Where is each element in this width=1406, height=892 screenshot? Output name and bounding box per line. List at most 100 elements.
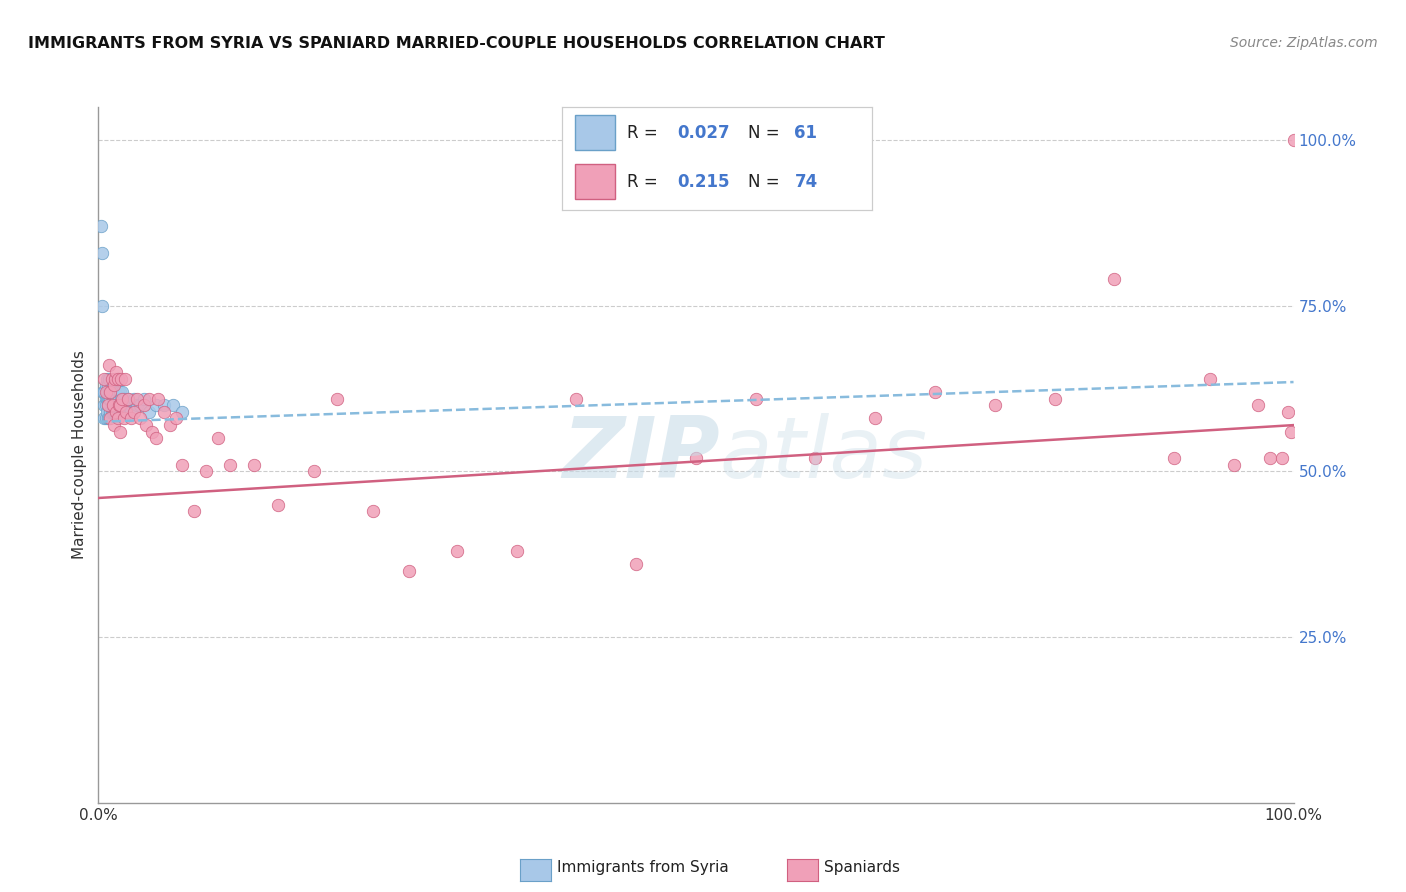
Point	[103, 392, 125, 406]
Point	[110, 372, 132, 386]
Point	[172, 405, 194, 419]
Point	[195, 465, 218, 479]
Point	[105, 392, 128, 406]
Point	[363, 504, 385, 518]
Text: 74: 74	[794, 173, 818, 191]
Point	[107, 405, 129, 419]
Point	[98, 359, 121, 373]
Text: Source: ZipAtlas.com: Source: ZipAtlas.com	[1230, 36, 1378, 50]
Point	[98, 411, 122, 425]
Point	[93, 384, 115, 399]
Point	[107, 384, 129, 399]
Point	[107, 392, 129, 406]
Point	[172, 458, 194, 472]
Point	[326, 392, 349, 406]
Point	[162, 398, 184, 412]
Y-axis label: Married-couple Households: Married-couple Households	[72, 351, 87, 559]
Point	[132, 392, 155, 406]
Point	[101, 405, 124, 419]
Point	[98, 405, 122, 419]
Point	[97, 392, 120, 406]
Point	[1271, 451, 1294, 466]
Text: atlas: atlas	[720, 413, 928, 497]
Text: 61: 61	[794, 124, 817, 142]
Point	[94, 411, 117, 425]
Point	[96, 372, 118, 386]
Point	[165, 411, 187, 425]
Point	[1247, 398, 1270, 412]
Point	[111, 392, 134, 406]
Point	[103, 418, 125, 433]
Point	[110, 392, 132, 406]
Point	[207, 431, 229, 445]
Point	[90, 219, 112, 234]
Point	[302, 465, 325, 479]
Point	[97, 378, 120, 392]
Text: N =: N =	[748, 124, 785, 142]
Point	[1104, 272, 1126, 286]
Point	[94, 392, 117, 406]
Point	[267, 498, 290, 512]
Point	[98, 372, 121, 386]
Point	[117, 392, 139, 406]
Point	[153, 398, 176, 412]
Text: R =: R =	[627, 124, 664, 142]
FancyBboxPatch shape	[575, 115, 614, 150]
Point	[94, 384, 117, 399]
Point	[115, 405, 138, 419]
Point	[104, 405, 127, 419]
Point	[398, 564, 420, 578]
Point	[135, 418, 157, 433]
Point	[112, 392, 135, 406]
Point	[105, 405, 128, 419]
Point	[117, 392, 139, 406]
Point	[1282, 133, 1305, 147]
Text: ZIP: ZIP	[562, 413, 720, 497]
Point	[101, 398, 124, 412]
Point	[108, 384, 131, 399]
Text: Spaniards: Spaniards	[824, 861, 900, 875]
Point	[745, 392, 768, 406]
Point	[96, 384, 118, 399]
Point	[108, 405, 131, 419]
Point	[97, 398, 120, 412]
Point	[108, 425, 131, 439]
Text: IMMIGRANTS FROM SYRIA VS SPANIARD MARRIED-COUPLE HOUSEHOLDS CORRELATION CHART: IMMIGRANTS FROM SYRIA VS SPANIARD MARRIE…	[28, 36, 884, 51]
Point	[100, 384, 122, 399]
Point	[107, 411, 129, 425]
Point	[115, 398, 138, 412]
Point	[98, 392, 121, 406]
FancyBboxPatch shape	[575, 164, 614, 199]
Point	[94, 378, 117, 392]
Point	[1258, 451, 1281, 466]
Point	[1223, 458, 1246, 472]
Point	[91, 299, 114, 313]
Point	[96, 392, 118, 406]
Point	[101, 378, 124, 392]
Point	[103, 405, 125, 419]
Point	[105, 405, 128, 419]
Point	[138, 405, 160, 419]
Point	[1043, 392, 1066, 406]
Point	[626, 558, 648, 572]
Point	[107, 398, 129, 412]
Point	[159, 418, 181, 433]
Point	[120, 411, 142, 425]
Point	[91, 384, 114, 399]
Point	[804, 451, 827, 466]
Text: R =: R =	[627, 173, 664, 191]
Point	[114, 405, 136, 419]
Point	[138, 392, 160, 406]
Point	[120, 405, 142, 419]
Point	[98, 384, 122, 399]
Point	[141, 425, 163, 439]
Text: 0.215: 0.215	[676, 173, 730, 191]
Point	[111, 405, 134, 419]
Point	[105, 365, 128, 379]
Point	[924, 384, 946, 399]
Point	[91, 245, 114, 260]
Point	[98, 392, 122, 406]
Text: 0.027: 0.027	[676, 124, 730, 142]
Point	[107, 405, 129, 419]
Point	[124, 392, 146, 406]
